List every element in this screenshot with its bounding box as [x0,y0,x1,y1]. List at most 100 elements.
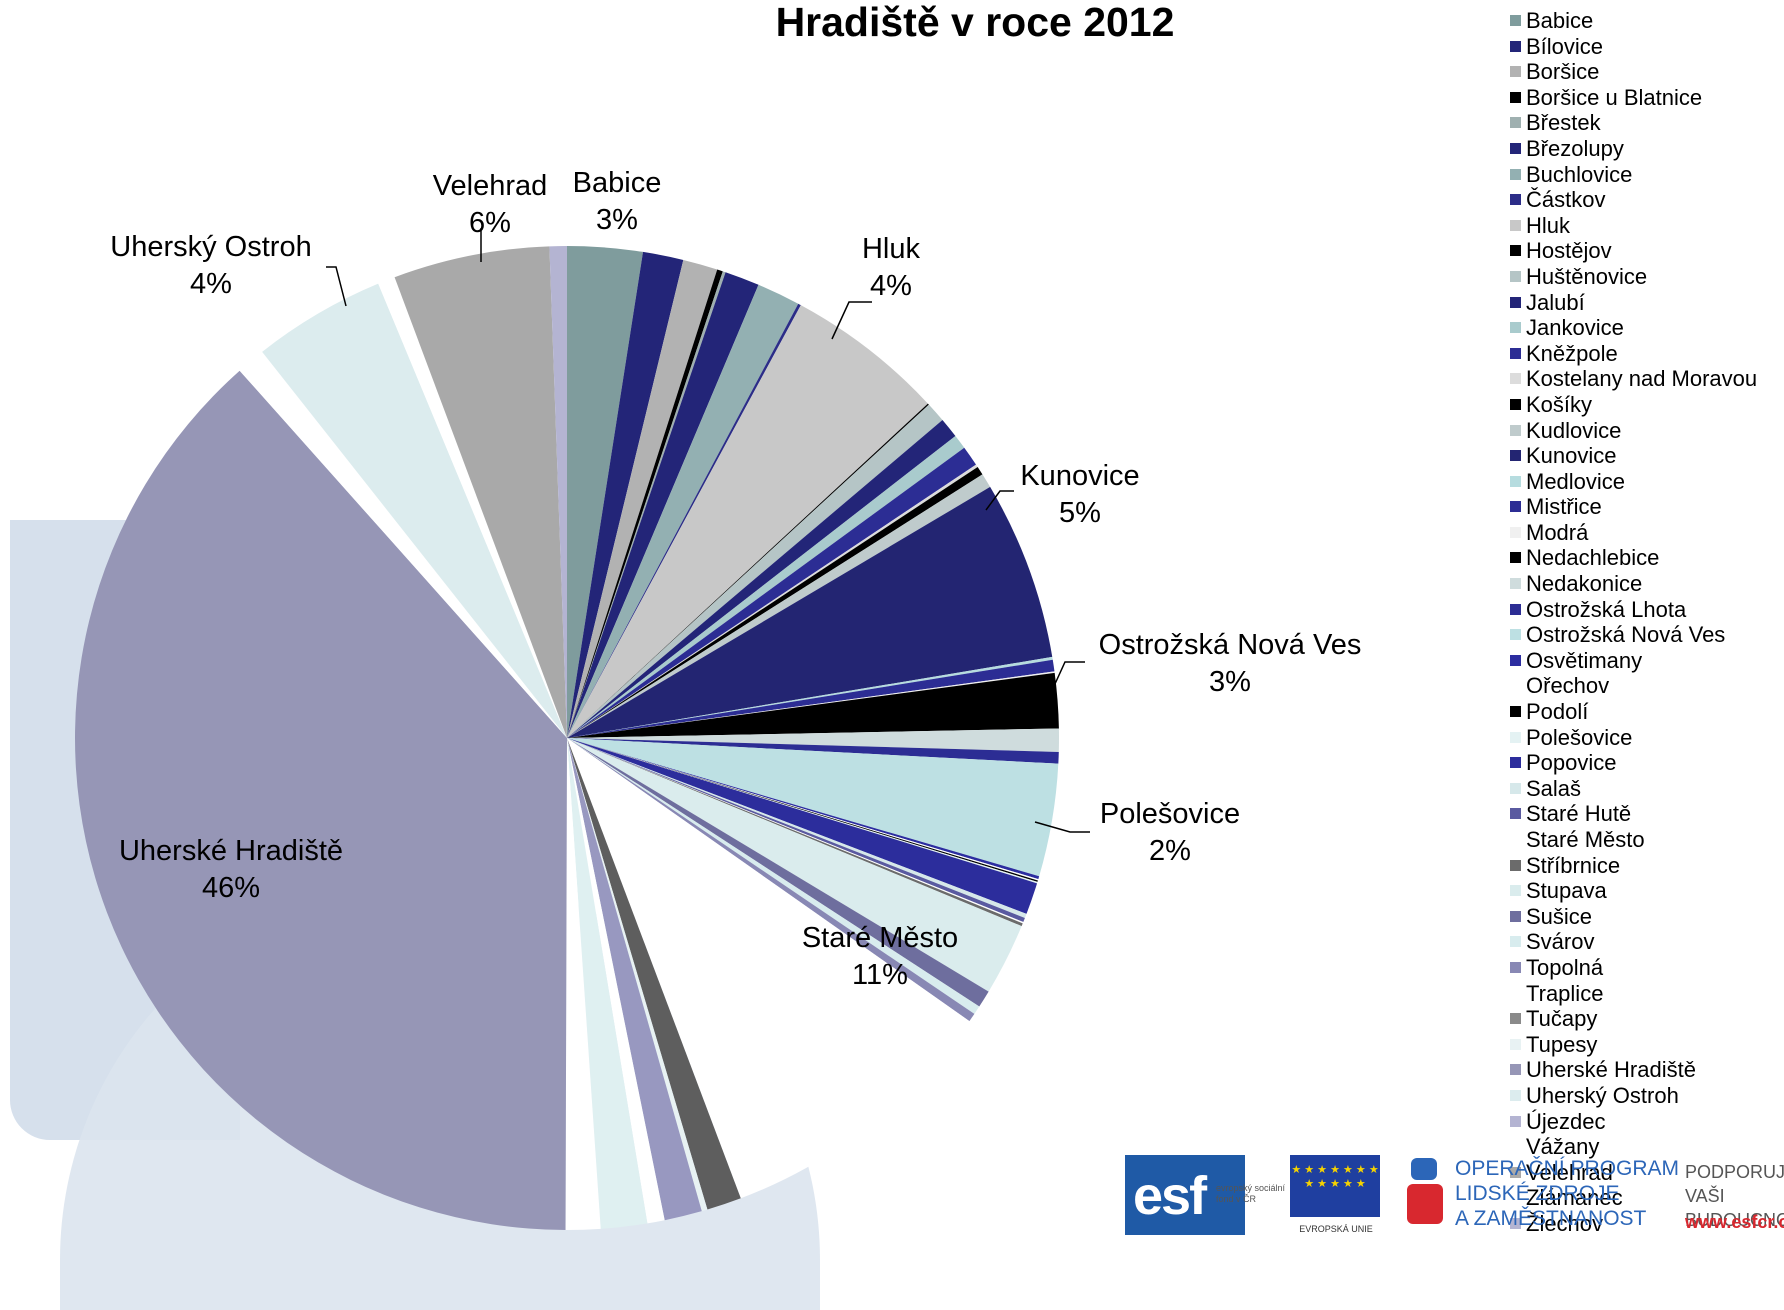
legend-label: Medlovice [1526,468,1626,494]
legend-label: Tupesy [1526,1031,1598,1057]
legend-item: Salaš [1510,776,1780,802]
legend-swatch [1510,680,1521,692]
slice-label-name: Kunovice [1020,460,1139,492]
slice-label-name: Uherské Hradiště [119,835,343,867]
legend-swatch [1510,578,1521,590]
legend-label: Kněžpole [1526,340,1618,366]
pie-slice [567,403,929,738]
slice-label-percent: 46% [202,872,260,904]
legend-item: Sušice [1510,904,1780,930]
pie-slice [567,269,723,738]
pie-slice [567,738,1059,764]
legend-item: Svárov [1510,929,1780,955]
legend-item: Bílovice [1510,34,1780,60]
legend-item: Tučapy [1510,1006,1780,1032]
slice-label-name: Staré Město [802,922,958,954]
pie-slice [567,738,1038,884]
legend-swatch [1510,910,1521,922]
legend-item: Nedachlebice [1510,545,1780,571]
legend-item: Boršice u Blatnice [1510,85,1780,111]
legend-swatch [1510,834,1521,845]
legend-label: Jankovice [1526,315,1624,341]
legend-swatch [1510,398,1521,410]
slice-label-name: Polešovice [1100,798,1240,830]
leader-line [326,266,347,307]
legend-label: Stupava [1526,878,1607,904]
pie-slice [567,474,991,738]
legend-label: Uherský Ostroh [1526,1082,1679,1108]
legend-swatch [1510,961,1521,973]
legend-swatch [1510,245,1521,257]
pie-slice [565,738,601,1231]
pie-slice [75,370,567,1231]
pie-slice [567,305,928,738]
pie-slice [567,404,943,738]
legend-item: Babice [1510,8,1780,34]
legend-swatch [1510,66,1521,78]
op-person-head [1411,1158,1437,1180]
pie-slice [567,284,799,738]
pie-slice [567,447,977,738]
legend-swatch [1510,322,1521,334]
legend-label: Buchlovice [1526,161,1633,187]
pie-slice [567,271,726,738]
pie-slice [567,246,644,738]
legend-item: Březolupy [1510,136,1780,162]
esf-caption: evropský sociální fond v ČR [1216,1183,1286,1204]
legend-swatch [1510,757,1521,769]
legend-item: Medlovice [1510,469,1780,495]
op-line-2: LIDSKÉ ZDROJE [1455,1182,1620,1205]
leader-line [985,490,1014,511]
legend-item: Ostrožská Nová Ves [1510,622,1780,648]
esf-web-link[interactable]: www.esfcr.cz [1685,1212,1784,1232]
legend-swatch [1510,40,1521,52]
pie-slice [567,738,648,1229]
legend-item: Žlechov [1510,1211,1780,1237]
legend-label: Březolupy [1526,135,1624,161]
eu-stars-icon: ★ ★ ★ ★ ★ ★ ★ ★ ★ ★ ★ ★ [1291,1164,1379,1190]
pie-slice [567,659,1055,738]
legend-label: Polešovice [1526,724,1633,750]
legend-label: Košíky [1526,391,1593,417]
pie-slice [567,738,1022,992]
legend-item: Stupava [1510,878,1780,904]
pie-slice [567,738,980,1014]
legend-label: Zlámanec [1526,1185,1623,1211]
legend-label: Tučapy [1526,1006,1598,1032]
legend-swatch [1510,1064,1521,1076]
slice-label-name: Hluk [862,233,921,265]
eu-flag-icon: ★ ★ ★ ★ ★ ★ ★ ★ ★ ★ ★ ★ [1290,1155,1380,1217]
slice-label-percent: 5% [1059,497,1101,529]
footer-logos: esf evropský sociální fond v ČR ★ ★ ★ ★ … [1120,1150,1784,1250]
pie-slice [567,436,965,738]
pie-slice [567,738,1059,877]
legend-swatch [1510,1089,1521,1101]
legend-item: Hostějov [1510,238,1780,264]
legend-item: Velehrad [1510,1160,1780,1186]
pie-slice [567,738,1025,923]
legend-label: Boršice u Blatnice [1526,84,1703,110]
legend-swatch [1510,475,1521,487]
legend-swatch [1510,552,1521,564]
legend-label: Hostějov [1526,238,1612,264]
op-person-icon [1407,1158,1445,1230]
pie-slice [567,272,759,738]
legend-item: Stříbrnice [1510,853,1780,879]
slice-label-name: Velehrad [433,170,548,202]
legend-item: Topolná [1510,955,1780,981]
pie-slice [567,738,741,1210]
legend-label: Ostrožská Nová Ves [1526,622,1726,648]
legend-label: Popovice [1526,750,1617,776]
pie-slice [567,672,1059,738]
eu-caption: EVROPSKÁ UNIE [1299,1224,1373,1234]
legend-label: Osvětimany [1526,647,1643,673]
pie-slice [567,738,1023,927]
legend-item: Částkov [1510,187,1780,213]
legend-label: Břestek [1526,110,1601,136]
legend-label: Velehrad [1526,1159,1613,1185]
podporu-line-2: VAŠI BUDOUCNOST [1685,1186,1784,1230]
legend-label: Ořechov [1526,673,1610,699]
legend-swatch [1510,1141,1521,1153]
legend-item: Vážany [1510,1134,1780,1160]
legend-swatch [1510,526,1521,538]
